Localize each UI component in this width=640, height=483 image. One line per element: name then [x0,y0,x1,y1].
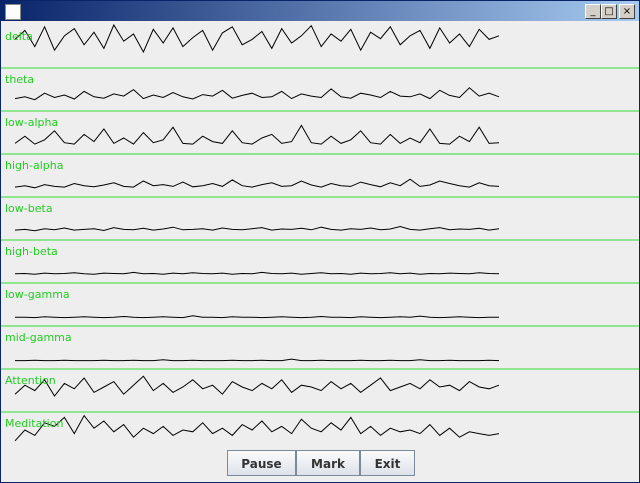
minimize-button[interactable]: _ [585,4,601,19]
wave-trace [14,271,500,275]
wave-trace [14,87,500,101]
wave-trace [14,124,500,145]
band-label: low-beta [5,202,53,215]
pause-button[interactable]: Pause [227,450,296,476]
wave-trace [14,178,500,189]
band-label: mid-gamma [5,331,72,344]
exit-button[interactable]: Exit [360,450,415,476]
wave-panels: delta theta low-alpha high-alpha low-beta hig… [1,23,639,442]
maximize-button[interactable]: □ [601,4,617,19]
app-icon [5,4,21,20]
band-label: high-beta [5,245,58,258]
title-bar: _ □ × [1,1,639,21]
band-label: Meditation [5,417,63,430]
band-label: low-alpha [5,116,58,129]
band-label: delta [5,30,33,43]
band-label: low-gamma [5,288,70,301]
wave-trace [15,315,499,319]
wave-trace [14,23,500,54]
band-label: Attention [5,374,56,387]
wave-trace [14,414,500,442]
wave-trace [14,225,500,232]
band-label: high-alpha [5,159,63,172]
close-button[interactable]: × [619,4,635,19]
mark-button[interactable]: Mark [296,450,360,476]
band-label: theta [5,73,34,86]
wave-trace [15,358,500,362]
wave-trace [14,375,500,397]
